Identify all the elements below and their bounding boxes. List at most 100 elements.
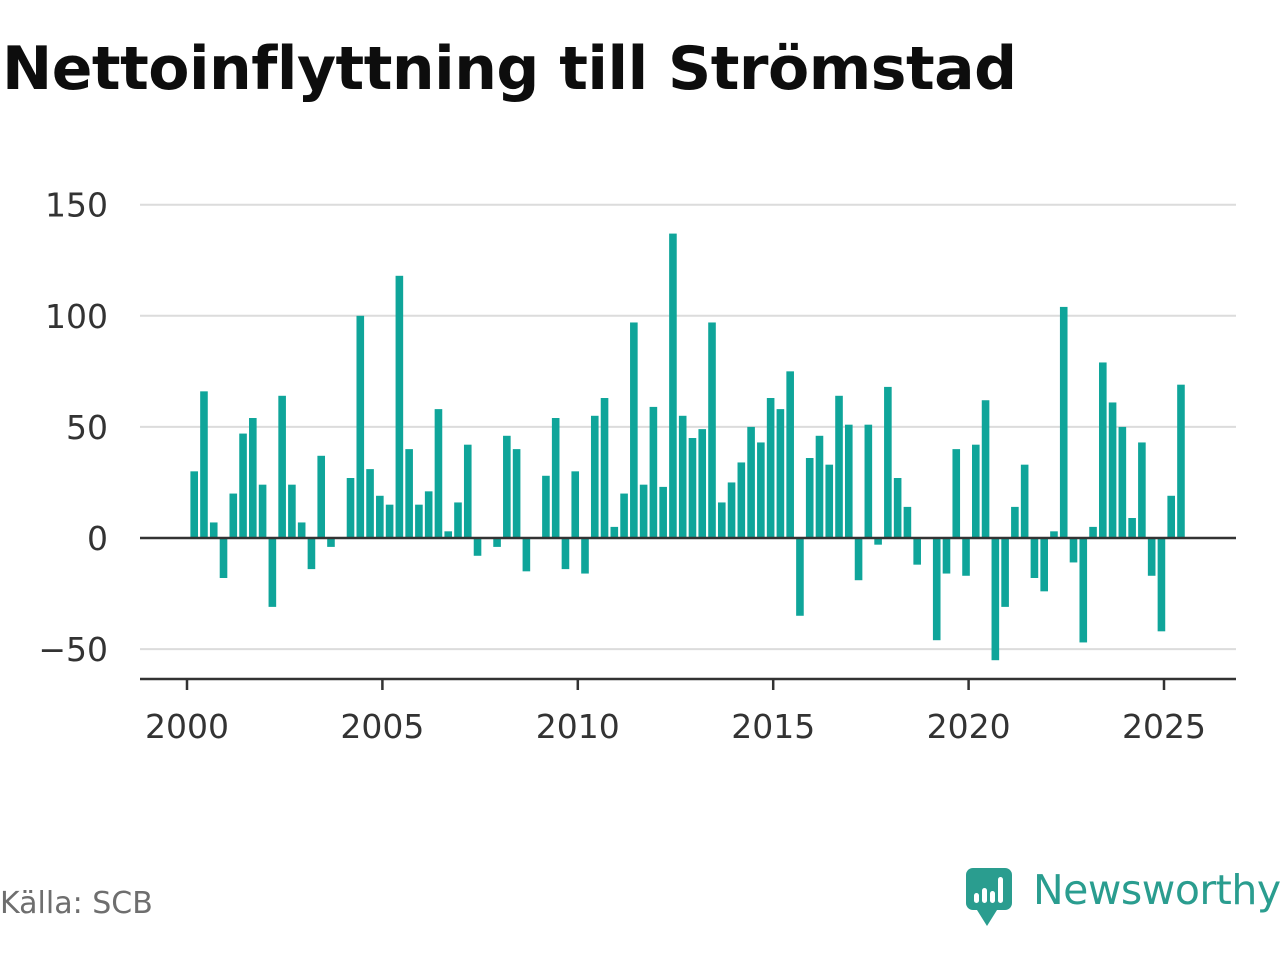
bar [434,409,443,538]
bar [297,522,306,538]
bar [366,469,374,538]
bar [1079,538,1088,643]
bar [327,538,335,547]
bar [1118,426,1127,538]
brand-name: Newsworthy [1033,866,1280,914]
bar [1128,518,1136,538]
bar [1050,531,1058,538]
bar [639,484,648,538]
bar [1157,538,1166,632]
x-tick-label: 2025 [1122,707,1206,746]
y-tick-label: 0 [87,519,108,558]
bar [874,538,882,545]
bar [1089,526,1097,538]
bar [551,418,560,538]
bar [796,538,804,616]
bar [610,526,619,538]
bar [346,478,355,538]
bar [288,484,296,538]
bar [493,538,501,547]
bar [249,418,257,538]
tick-labels: −50 0 50 100 150 2000 2005 2010 2015 2020 2025 [38,186,1206,746]
x-tick-label: 2005 [340,707,424,746]
bar [766,398,775,538]
bar [962,538,970,576]
bar [952,449,961,538]
bar [737,462,746,538]
bar [659,486,667,538]
source-note: Källa: SCB [0,886,153,921]
bar [835,395,843,538]
bar [864,424,873,538]
bar [600,398,609,538]
bar [1059,306,1068,538]
bar [385,504,394,538]
bar [356,315,365,538]
bar [786,371,794,538]
bar [590,415,599,538]
bar [1108,402,1117,538]
bar [317,455,326,538]
bar [932,538,941,641]
bar [630,322,638,538]
bar [991,538,1000,661]
bar [1138,442,1146,538]
bar [669,233,677,538]
brand-logo: Newsworthy [963,862,1280,932]
x-tick-label: 2015 [731,707,815,746]
bar [190,471,198,538]
bar [1099,362,1107,538]
bar [1020,464,1029,538]
bar [454,502,462,538]
bar [1069,538,1078,563]
bar [307,538,316,570]
x-tick-label: 2010 [536,707,620,746]
bar [503,435,511,538]
y-tick-label: 100 [45,297,108,336]
bar [854,538,863,581]
bar [844,424,853,538]
bar [278,395,286,538]
bar [376,495,384,538]
bar [268,538,277,607]
bar [473,538,482,556]
bar [1167,495,1175,538]
x-tick-label: 2020 [927,707,1011,746]
x-tick-label: 2000 [145,707,229,746]
chart-title: Nettoinflyttning till Strömstad [2,34,1017,104]
bar [1030,538,1039,578]
bar [239,433,247,538]
bar [209,522,218,538]
bar [258,484,267,538]
bar [463,444,472,538]
bar [942,538,951,574]
bar [620,493,628,538]
bar [776,409,785,538]
bar [708,322,716,538]
bar [678,415,687,538]
bar [981,400,990,538]
bar [649,406,658,538]
bar [717,502,726,538]
bar [1011,506,1019,538]
bar [1001,538,1009,607]
bar [757,442,765,538]
bar [1040,538,1048,592]
newsworthy-logo-icon [966,868,1012,926]
bar [893,478,902,538]
y-tick-label: 50 [66,408,108,447]
bar [805,458,814,538]
bar [229,493,238,538]
bars [190,233,1185,661]
bar [903,506,912,538]
bar [913,538,921,565]
bar [405,449,413,538]
bar [747,426,755,538]
axes [140,536,1236,690]
bar [688,438,697,538]
bar [444,531,453,538]
bar [424,491,433,538]
bar [1177,384,1185,538]
bar [571,471,580,538]
